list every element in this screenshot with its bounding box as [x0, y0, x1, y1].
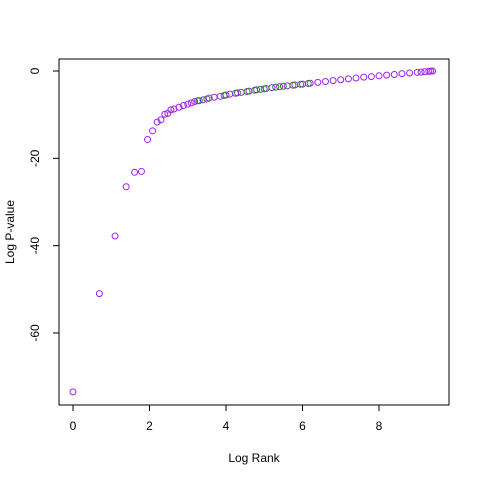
point [243, 88, 251, 96]
point [272, 83, 280, 91]
point [406, 69, 414, 77]
point [199, 96, 207, 104]
point [367, 73, 375, 81]
point [131, 168, 139, 176]
point [153, 118, 161, 126]
point [276, 83, 284, 91]
point [175, 103, 183, 111]
point [161, 110, 169, 118]
y-axis-label: Log P-value [3, 200, 17, 264]
point [304, 79, 312, 87]
point [390, 70, 398, 78]
point [184, 100, 192, 108]
point [256, 85, 264, 93]
point [360, 73, 368, 81]
x-axis-label: Log Rank [228, 451, 280, 465]
point [279, 82, 287, 90]
y-tick-label: 0 [28, 67, 42, 74]
point [170, 105, 178, 113]
point [167, 106, 175, 114]
point [149, 127, 157, 135]
point [429, 67, 437, 75]
point [417, 68, 425, 76]
point [137, 167, 145, 175]
point [95, 290, 103, 298]
x-tick-label: 0 [70, 419, 77, 433]
x-tick-label: 6 [299, 419, 306, 433]
point [329, 77, 337, 85]
point [122, 183, 130, 191]
x-tick-label: 2 [146, 419, 153, 433]
point [262, 84, 270, 92]
point [289, 81, 297, 89]
point [157, 116, 165, 124]
point [233, 89, 241, 97]
point [195, 97, 203, 105]
point [187, 99, 195, 107]
point [191, 98, 199, 106]
x-tick-label: 8 [376, 419, 383, 433]
point [344, 75, 352, 83]
point [220, 91, 228, 99]
point [375, 72, 383, 80]
y-tick-label: -40 [28, 237, 42, 255]
plot-frame [58, 58, 450, 406]
point [398, 70, 406, 78]
x-tick-label: 4 [223, 419, 230, 433]
point [203, 95, 211, 103]
point [69, 388, 77, 396]
point [111, 232, 119, 240]
point [352, 74, 360, 82]
point [180, 101, 188, 109]
point [144, 136, 152, 144]
point [337, 76, 345, 84]
point [314, 78, 322, 86]
y-tick-label: -20 [28, 149, 42, 167]
point [383, 71, 391, 79]
point [226, 90, 234, 98]
point [321, 77, 329, 85]
point [297, 80, 305, 88]
point [413, 68, 421, 76]
y-tick-label: -60 [28, 324, 42, 342]
